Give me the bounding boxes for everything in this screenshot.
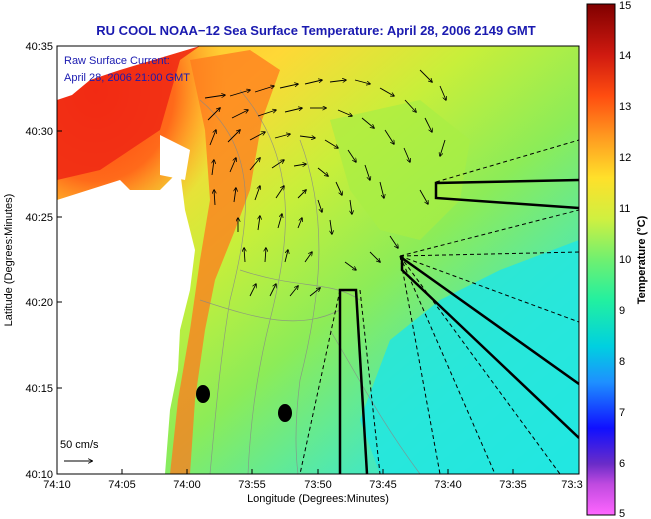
x-tick-label: 73:35	[499, 479, 527, 491]
colorbar-tick: 10	[619, 254, 631, 266]
warm-coastal-band	[170, 50, 280, 474]
land-mass	[57, 170, 195, 474]
y-tick-label: 40:20	[25, 297, 53, 309]
x-axis-label: Longitude (Degrees:Minutes)	[247, 493, 389, 505]
map-plot-area	[57, 46, 579, 474]
colorbar-tick: 7	[619, 407, 625, 419]
x-tick-label: 73:45	[369, 479, 397, 491]
colorbar: 15 14 13 12 11 10 9 8 7 6 5 Temperature …	[586, 0, 648, 519]
x-tick-label: 73:40	[434, 479, 462, 491]
bathymetry-contours	[199, 89, 421, 474]
annotation-line-2: April 28, 2006 21:00 GMT	[64, 72, 190, 84]
colorbar-tick: 11	[619, 203, 630, 215]
colorbar-tick: 8	[619, 356, 625, 368]
y-tick-label: 40:25	[25, 212, 53, 224]
red-nearshore-region	[57, 46, 200, 180]
colorbar-gradient	[586, 3, 616, 516]
x-tick-label: 74:10	[43, 479, 71, 491]
colorbar-tick: 13	[619, 101, 631, 113]
x-axis: 74:10 74:05 74:00 73:55 73:50 73:45 73:4…	[43, 469, 583, 505]
survey-track-lines	[338, 178, 579, 474]
figure-title: RU COOL NOAA−12 Sea Surface Temperature:…	[96, 23, 535, 38]
scale-arrow-label: 50 cm/s	[60, 439, 99, 451]
colorbar-tick: 5	[619, 508, 625, 519]
colorbar-tick: 6	[619, 458, 625, 470]
y-tick-label: 40:35	[25, 41, 53, 53]
colorbar-tick: 9	[619, 305, 625, 317]
colorbar-tick: 14	[619, 50, 631, 62]
y-tick-label: 40:15	[25, 383, 53, 395]
x-tick-label: 74:05	[108, 479, 136, 491]
y-tick-label: 40:10	[25, 469, 53, 481]
x-tick-label: 73:50	[304, 479, 332, 491]
y-axis: 40:35 40:30 40:25 40:20 40:15 40:10 Lati…	[3, 41, 62, 481]
current-vector-field	[204, 69, 446, 297]
buoy-marker-2	[278, 404, 292, 422]
y-tick-label: 40:30	[25, 126, 53, 138]
x-tick-label: 73:55	[238, 479, 266, 491]
buoy-marker-1	[196, 385, 210, 403]
land-cape	[160, 135, 190, 180]
annotation-line-1: Raw Surface Current:	[64, 55, 170, 67]
land-north	[57, 46, 200, 100]
colorbar-tick: 15	[619, 0, 631, 12]
x-tick-label: 73:3	[561, 479, 582, 491]
cool-plume	[330, 100, 470, 240]
colorbar-label: Temperature (°C)	[636, 215, 648, 304]
y-axis-label: Latitude (Degrees:Minutes)	[3, 194, 15, 327]
cold-offshore-region	[360, 240, 579, 474]
colorbar-tick: 12	[619, 152, 631, 164]
x-tick-label: 74:00	[173, 479, 201, 491]
